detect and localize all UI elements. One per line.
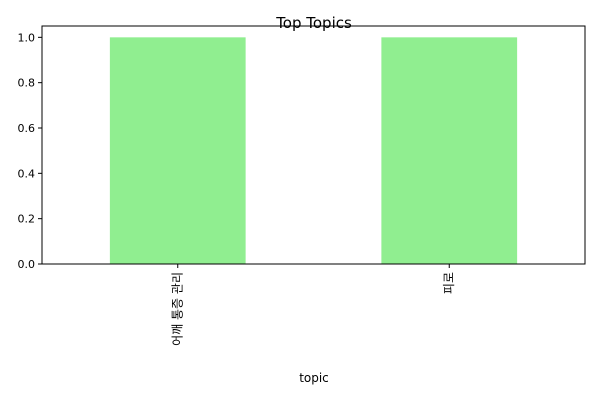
- bar: [109, 37, 246, 265]
- bar: [381, 37, 518, 265]
- x-tick-label: 피로: [442, 272, 456, 294]
- y-tick-label: 0.6: [18, 122, 36, 135]
- chart-title: Top Topics: [275, 14, 352, 32]
- y-tick-label: 1.0: [18, 31, 36, 44]
- y-tick-label: 0.8: [18, 77, 36, 90]
- x-tick-label: 어깨 통증 관리: [170, 272, 184, 346]
- plot-frame: [41, 25, 586, 265]
- x-axis-label: topic: [299, 371, 329, 385]
- y-tick-label: 0.4: [18, 167, 36, 180]
- y-tick-label: 0.0: [18, 258, 36, 271]
- y-tick-label: 0.2: [18, 213, 36, 226]
